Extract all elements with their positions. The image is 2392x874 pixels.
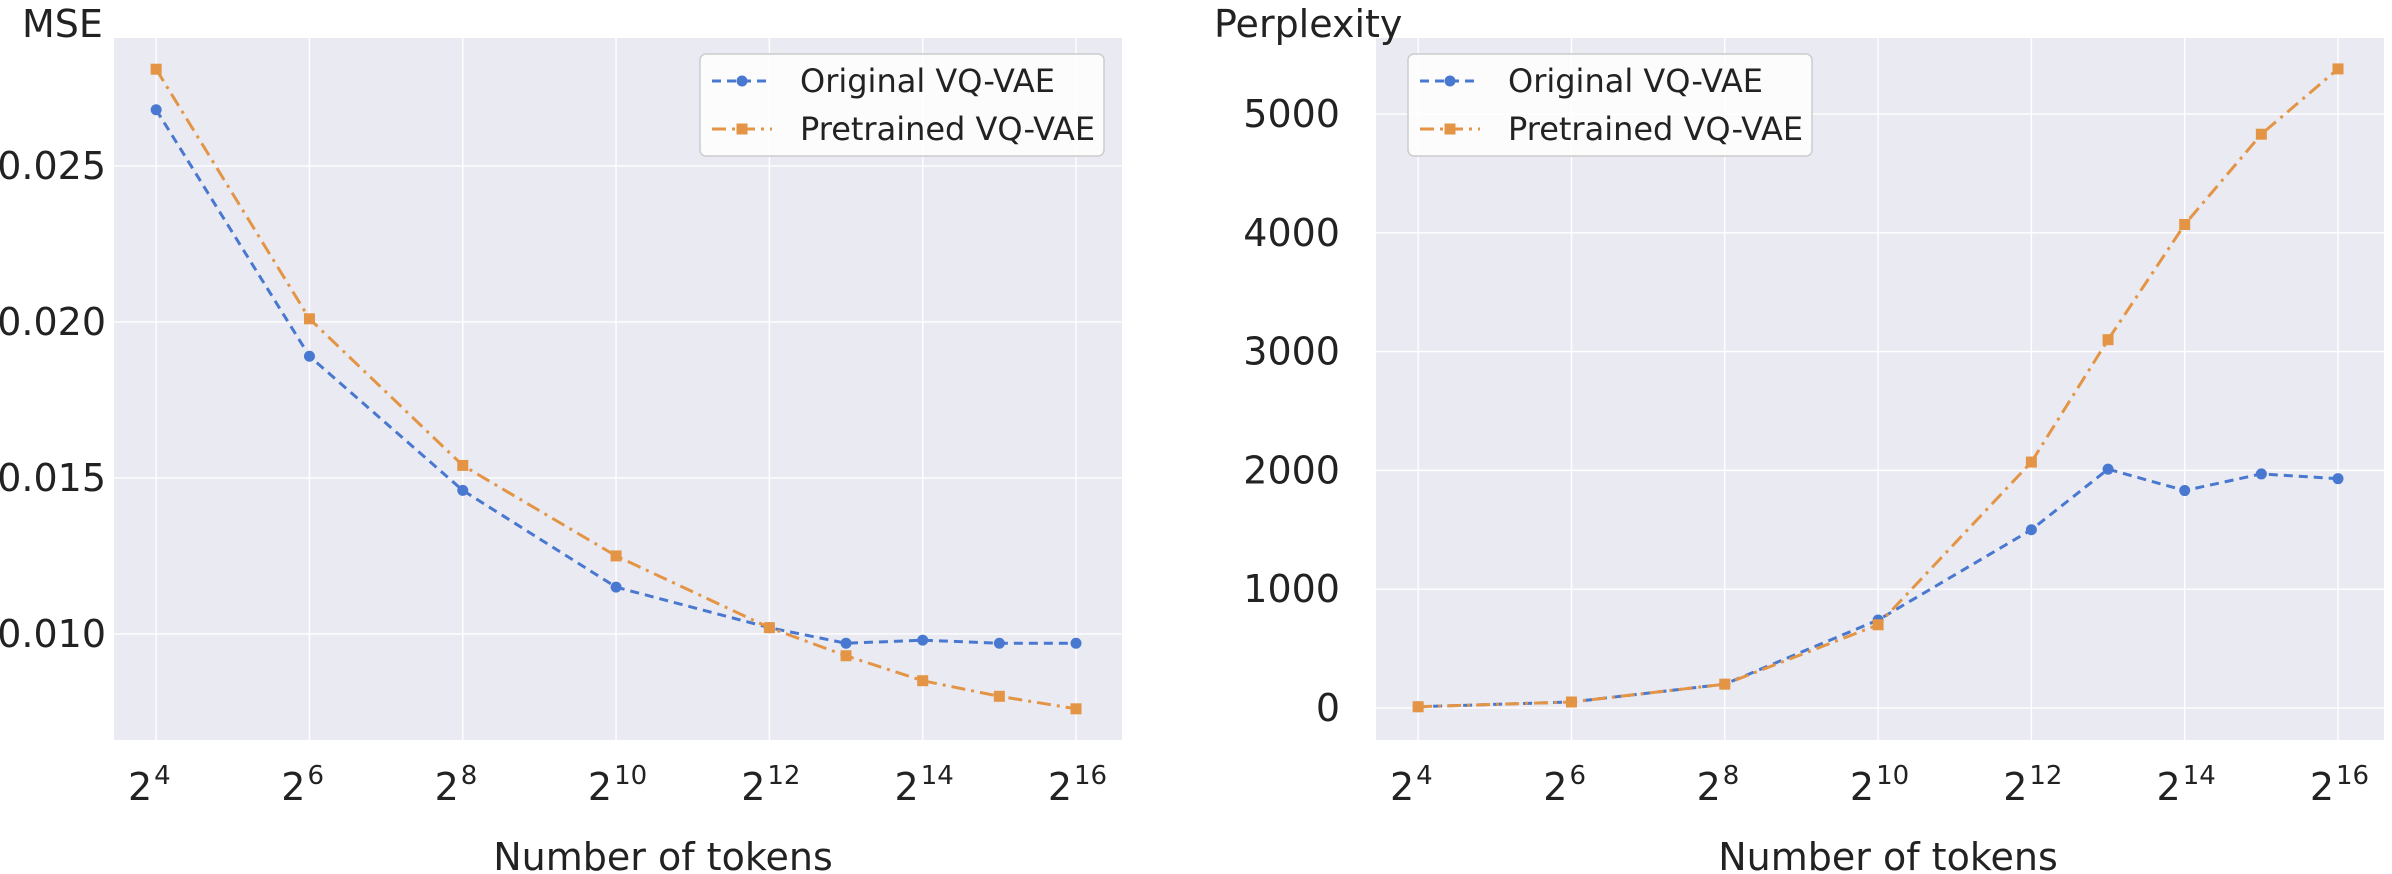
data-point (2332, 63, 2344, 75)
x-tick-exponent: 4 (154, 761, 171, 791)
legend-marker (1444, 75, 1456, 87)
x-tick-exponent: 14 (921, 761, 954, 791)
data-point (2025, 456, 2037, 468)
legend-label: Original VQ-VAE (800, 62, 1055, 100)
data-point (610, 581, 622, 593)
x-tick-base: 2 (1543, 765, 1567, 809)
x-tick-base: 2 (1048, 765, 1072, 809)
x-tick-base: 2 (435, 765, 459, 809)
x-tick-exponent: 4 (1416, 761, 1433, 791)
data-point (457, 484, 469, 496)
x-tick-exponent: 16 (2336, 761, 2369, 791)
legend-label: Pretrained VQ-VAE (800, 110, 1095, 148)
y-axis-title: MSE (22, 2, 103, 46)
x-tick-base: 2 (895, 765, 919, 809)
y-tick-label: 2000 (1243, 448, 1340, 492)
y-tick-label: 0.010 (0, 612, 106, 656)
data-point (993, 637, 1005, 649)
data-point (917, 634, 929, 646)
x-tick-base: 2 (2310, 765, 2334, 809)
x-tick-exponent: 8 (1723, 761, 1740, 791)
data-point (840, 650, 852, 662)
mse-chart: 2 4 2 6 2 8 2 10 2 12 2 14 2 160.0100.0150.0200.025MS… (0, 2, 1122, 874)
x-tick-exponent: 6 (307, 761, 324, 791)
data-point (2025, 524, 2037, 536)
y-tick-label: 0.025 (0, 144, 106, 188)
x-axis-title: Number of tokens (493, 835, 833, 874)
data-point (610, 550, 622, 562)
legend-marker (736, 123, 748, 135)
x-tick-exponent: 6 (1569, 761, 1586, 791)
data-point (1872, 619, 1884, 631)
y-tick-label: 5000 (1243, 92, 1340, 136)
data-point (2179, 218, 2191, 230)
legend-box (699, 53, 1105, 157)
x-tick-exponent: 8 (461, 761, 478, 791)
data-point (303, 350, 315, 362)
data-point (2179, 485, 2191, 497)
y-tick-label: 1000 (1243, 567, 1340, 611)
data-point (993, 690, 1005, 702)
y-tick-label: 0 (1316, 686, 1340, 730)
x-tick-base: 2 (588, 765, 612, 809)
data-point (917, 675, 929, 687)
data-point (2102, 334, 2114, 346)
data-point (763, 622, 775, 634)
y-tick-label: 0.020 (0, 300, 106, 344)
legend-marker (736, 75, 748, 87)
x-tick-exponent: 12 (767, 761, 800, 791)
y-axis-title: Perplexity (1214, 2, 1402, 46)
perplexity-chart: 2 4 2 6 2 8 2 10 2 12 2 14 2 16010002000300040005000P… (1214, 2, 2384, 874)
legend: Original VQ-VAE Pretrained VQ-VAE (1407, 53, 1813, 157)
data-point (1412, 701, 1424, 713)
data-point (1070, 637, 1082, 649)
legend-marker (1444, 123, 1456, 135)
data-point (150, 63, 162, 75)
x-tick-base: 2 (1850, 765, 1874, 809)
legend-label: Original VQ-VAE (1508, 62, 1763, 100)
x-tick-base: 2 (741, 765, 765, 809)
data-point (1070, 703, 1082, 715)
legend-label: Pretrained VQ-VAE (1508, 110, 1803, 148)
x-tick-base: 2 (1697, 765, 1721, 809)
data-point (2255, 128, 2267, 140)
series-line (1418, 67, 2339, 709)
x-tick-base: 2 (281, 765, 305, 809)
data-point (1719, 678, 1731, 690)
data-point (840, 637, 852, 649)
y-tick-label: 0.015 (0, 456, 106, 500)
data-point (457, 459, 469, 471)
x-axis-title: Number of tokens (1718, 835, 2058, 874)
x-tick-exponent: 12 (2029, 761, 2062, 791)
x-tick-exponent: 14 (2183, 761, 2216, 791)
data-point (303, 313, 315, 325)
y-tick-label: 3000 (1243, 330, 1340, 374)
x-tick-base: 2 (1390, 765, 1414, 809)
data-point (1565, 696, 1577, 708)
x-tick-exponent: 10 (1876, 761, 1909, 791)
legend: Original VQ-VAE Pretrained VQ-VAE (699, 53, 1105, 157)
data-point (2332, 473, 2344, 485)
x-tick-exponent: 10 (614, 761, 647, 791)
x-tick-base: 2 (2003, 765, 2027, 809)
data-point (150, 104, 162, 116)
legend-box (1407, 53, 1813, 157)
data-point (2102, 463, 2114, 475)
y-tick-label: 4000 (1243, 211, 1340, 255)
x-tick-base: 2 (2157, 765, 2181, 809)
data-point (2255, 468, 2267, 480)
x-tick-exponent: 16 (1074, 761, 1107, 791)
x-tick-base: 2 (128, 765, 152, 809)
